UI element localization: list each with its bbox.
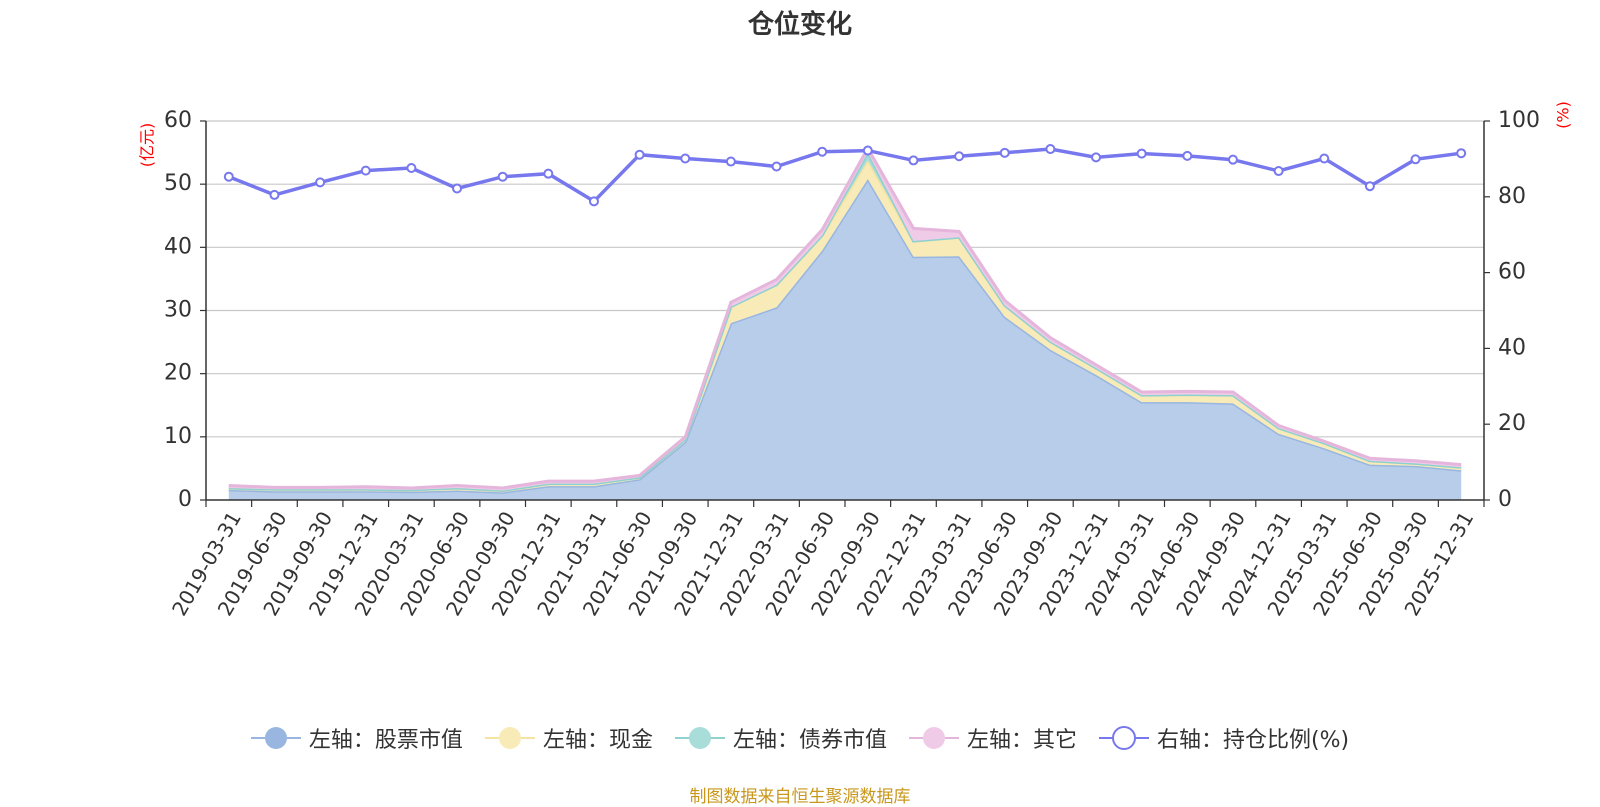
data-source-note: 制图数据来自恒生聚源数据库 — [689, 787, 911, 807]
ratio-point — [634, 149, 645, 160]
right-tick-label: 40 — [1498, 335, 1526, 360]
legend-item-cash[interactable]: 左轴：现金 — [484, 722, 653, 754]
ratio-point — [999, 147, 1010, 158]
ratio-point — [1364, 181, 1375, 192]
ratio-line — [228, 147, 1462, 204]
legend-item-other[interactable]: 左轴：其它 — [908, 722, 1077, 754]
legend: 左轴：股票市值 左轴：现金 左轴：债券市值 左轴：其它 右轴：持仓比例(%) — [0, 722, 1600, 754]
ratio-point — [1273, 166, 1284, 177]
ratio-point — [497, 171, 508, 182]
right-tick-label: 80 — [1498, 184, 1526, 209]
ratio-point — [680, 153, 691, 164]
line-左轴：其它 — [228, 145, 1462, 490]
ratio-point — [862, 145, 873, 156]
legend-other-icon — [908, 727, 959, 749]
legend-item-stock[interactable]: 左轴：股票市值 — [250, 722, 463, 754]
ratio-point — [954, 151, 965, 162]
ratio-point — [223, 171, 234, 182]
ratio-point — [1091, 152, 1102, 163]
chart-title: 仓位变化 — [747, 10, 852, 40]
legend-stock-icon — [250, 727, 301, 749]
ratio-point — [588, 196, 599, 207]
ratio-point — [1456, 148, 1467, 159]
ratio-point — [725, 156, 736, 167]
ratio-point — [1136, 148, 1147, 159]
ratio-point — [269, 189, 280, 200]
left-axis-title: (亿元) — [138, 123, 157, 168]
left-tick-label: 20 — [164, 361, 192, 386]
left-tick-label: 50 — [164, 171, 192, 196]
ratio-point — [360, 165, 371, 176]
left-tick-label: 0 — [178, 487, 192, 512]
ratio-point — [406, 162, 417, 173]
ratio-point — [908, 155, 919, 166]
left-tick-label: 30 — [164, 298, 192, 323]
ratio-point — [771, 161, 782, 172]
legend-label: 左轴：股票市值 — [308, 728, 463, 753]
legend-label: 右轴：持仓比例(%) — [1156, 728, 1350, 753]
right-tick-label: 0 — [1498, 487, 1512, 512]
ratio-point — [1410, 154, 1421, 165]
left-tick-label: 40 — [164, 234, 192, 259]
left-tick-label: 60 — [164, 108, 192, 133]
ratio-point — [1182, 150, 1193, 161]
legend-item-bond[interactable]: 左轴：债券市值 — [674, 722, 887, 754]
ratio-point — [315, 177, 326, 188]
right-tick-label: 60 — [1498, 260, 1526, 285]
right-axis-title: (%) — [1554, 101, 1573, 129]
right-tick-label: 20 — [1498, 411, 1526, 436]
legend-bond-icon — [674, 727, 725, 749]
legend-label: 左轴：债券市值 — [732, 728, 887, 753]
legend-item-ratio[interactable]: 右轴：持仓比例(%) — [1098, 722, 1350, 754]
ratio-series — [223, 144, 1467, 207]
ratio-point — [1045, 144, 1056, 155]
ratio-point — [452, 183, 463, 194]
right-tick-label: 100 — [1498, 108, 1540, 133]
legend-label: 左轴：现金 — [542, 728, 653, 753]
area-左轴：股票市值 — [228, 179, 1462, 500]
ratio-point — [543, 168, 554, 179]
legend-ratio-icon — [1098, 726, 1149, 750]
stacked-areas — [228, 145, 1462, 500]
legend-label: 左轴：其它 — [966, 728, 1077, 753]
ratio-point — [817, 146, 828, 157]
legend-cash-icon — [484, 727, 535, 749]
ratio-point — [1227, 154, 1238, 165]
left-tick-label: 10 — [164, 424, 192, 449]
ratio-point — [1319, 153, 1330, 164]
